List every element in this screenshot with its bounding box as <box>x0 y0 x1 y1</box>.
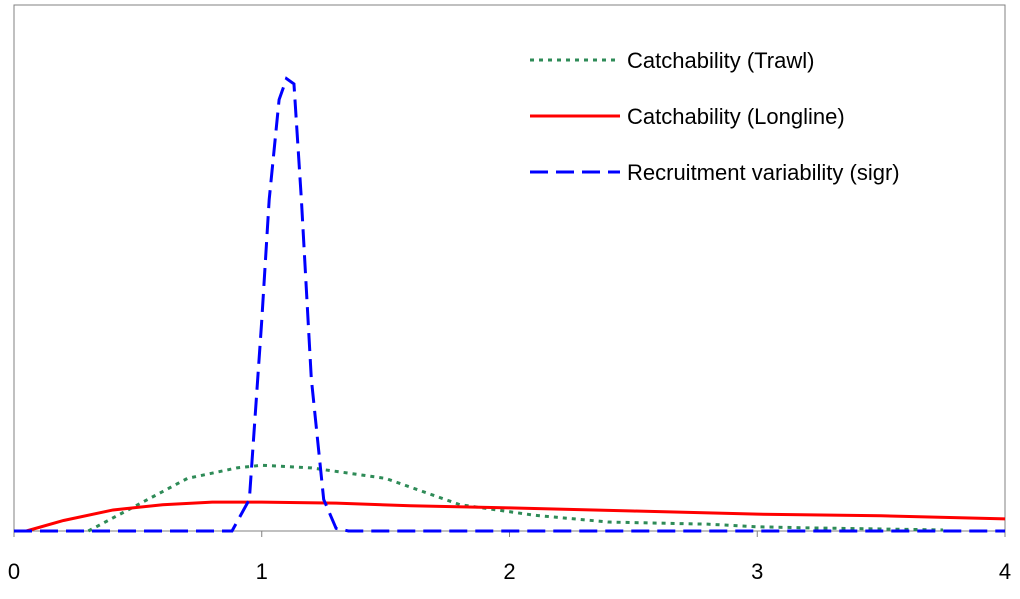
legend-label: Catchability (Trawl) <box>627 48 814 73</box>
series-line <box>25 500 1006 533</box>
plot-frame <box>13 4 1006 532</box>
legend-label: Recruitment variability (sigr) <box>627 160 900 185</box>
x-tick-label: 0 <box>8 559 20 584</box>
x-tick-label: 3 <box>751 559 763 584</box>
legend-label: Catchability (Longline) <box>627 104 845 129</box>
series-line <box>14 76 1005 533</box>
x-tick-label: 4 <box>999 559 1011 584</box>
x-tick-label: 2 <box>503 559 515 584</box>
series-line <box>87 463 944 533</box>
x-tick-label: 1 <box>256 559 268 584</box>
